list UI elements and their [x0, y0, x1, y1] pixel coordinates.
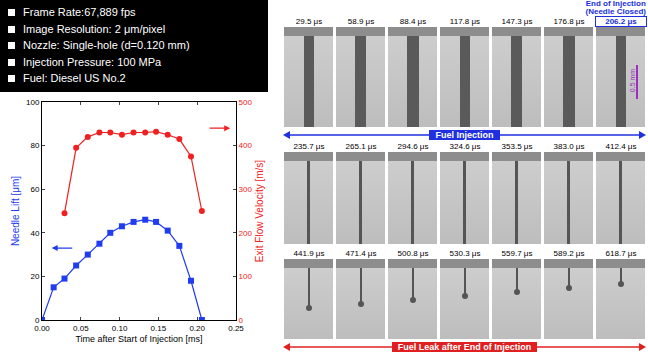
html-text:Nozzle: Single-hole (d=0.120 m: Nozzle: Single-hole (d=0.120 mm): [23, 39, 190, 51]
svg-text:400: 400: [239, 141, 253, 150]
svg-text:300: 300: [239, 185, 253, 194]
svg-text:100: 100: [239, 272, 253, 281]
svg-text:Needle Lift [μm]: Needle Lift [μm]: [10, 176, 21, 246]
html-text:235.7 μs: 235.7 μs: [293, 142, 325, 151]
html-text:0.5 mm: 0.5 mm: [629, 68, 637, 93]
html-text:412.4 μs: 412.4 μs: [605, 142, 637, 151]
svg-text:0.05: 0.05: [73, 324, 89, 333]
html-text:Injection Pressure: 100 MPa: Injection Pressure: 100 MPa: [23, 55, 162, 68]
svg-text:0: 0: [35, 316, 40, 325]
html-text:618.7 μs: 618.7 μs: [605, 249, 637, 258]
svg-text:60: 60: [30, 185, 39, 194]
html-text:353.5 μs: 353.5 μs: [501, 142, 533, 151]
html-text:589.2 μs: 589.2 μs: [553, 249, 585, 258]
svg-text:100: 100: [26, 98, 40, 107]
svg-text:200: 200: [239, 229, 253, 238]
svg-text:40: 40: [30, 229, 39, 238]
svg-text:Time after Start of Injection: Time after Start of Injection [ms]: [75, 334, 202, 344]
html-text:Image Resolution: 2 μm/pixel: Image Resolution: 2 μm/pixel: [23, 22, 166, 35]
html-text:Fuel Injection: Fuel Injection: [435, 130, 494, 140]
svg-text:0.10: 0.10: [112, 324, 128, 333]
html-text:559.7 μs: 559.7 μs: [501, 249, 533, 258]
html-text:88.4 μs: 88.4 μs: [399, 17, 427, 26]
html-text:471.4 μs: 471.4 μs: [345, 249, 377, 258]
html-text:147.3 μs: 147.3 μs: [501, 17, 533, 26]
html-text:500.8 μs: 500.8 μs: [397, 249, 429, 258]
html-text:29.5 μs: 29.5 μs: [295, 17, 323, 26]
html-text:Fuel: Diesel US No.2: Fuel: Diesel US No.2: [23, 72, 126, 84]
html-text:Frame Rate:67,889 fps: Frame Rate:67,889 fps: [23, 6, 136, 18]
html-text:324.6 μs: 324.6 μs: [449, 142, 481, 151]
html-text:294.6 μs: 294.6 μs: [397, 142, 429, 151]
html-text:End of Injection: End of Injection: [585, 0, 646, 8]
html-text:265.1 μs: 265.1 μs: [345, 142, 377, 151]
html-text:117.8 μs: 117.8 μs: [449, 17, 481, 26]
html-text:58.9 μs: 58.9 μs: [347, 17, 375, 26]
html-text:Fuel Leak after End of Injecti: Fuel Leak after End of Injection: [397, 342, 532, 352]
html-text:441.9 μs: 441.9 μs: [293, 249, 325, 258]
svg-text:0: 0: [239, 316, 244, 325]
svg-text:0.20: 0.20: [189, 324, 205, 333]
html-text:383.0 μs: 383.0 μs: [553, 142, 585, 151]
svg-text:500: 500: [239, 98, 253, 107]
html-text:(Needle Closed): (Needle Closed): [585, 7, 646, 16]
svg-text:Exit Flow Velocity [m/s]: Exit Flow Velocity [m/s]: [254, 160, 265, 262]
html-text:176.8 μs: 176.8 μs: [553, 17, 585, 26]
html-text:206.2 μs: 206.2 μs: [605, 17, 637, 26]
svg-text:20: 20: [30, 272, 39, 281]
svg-text:80: 80: [30, 141, 39, 150]
html-text:530.3 μs: 530.3 μs: [449, 249, 481, 258]
svg-text:0.00: 0.00: [34, 324, 50, 333]
svg-text:0.25: 0.25: [228, 324, 244, 333]
svg-text:0.15: 0.15: [151, 324, 167, 333]
